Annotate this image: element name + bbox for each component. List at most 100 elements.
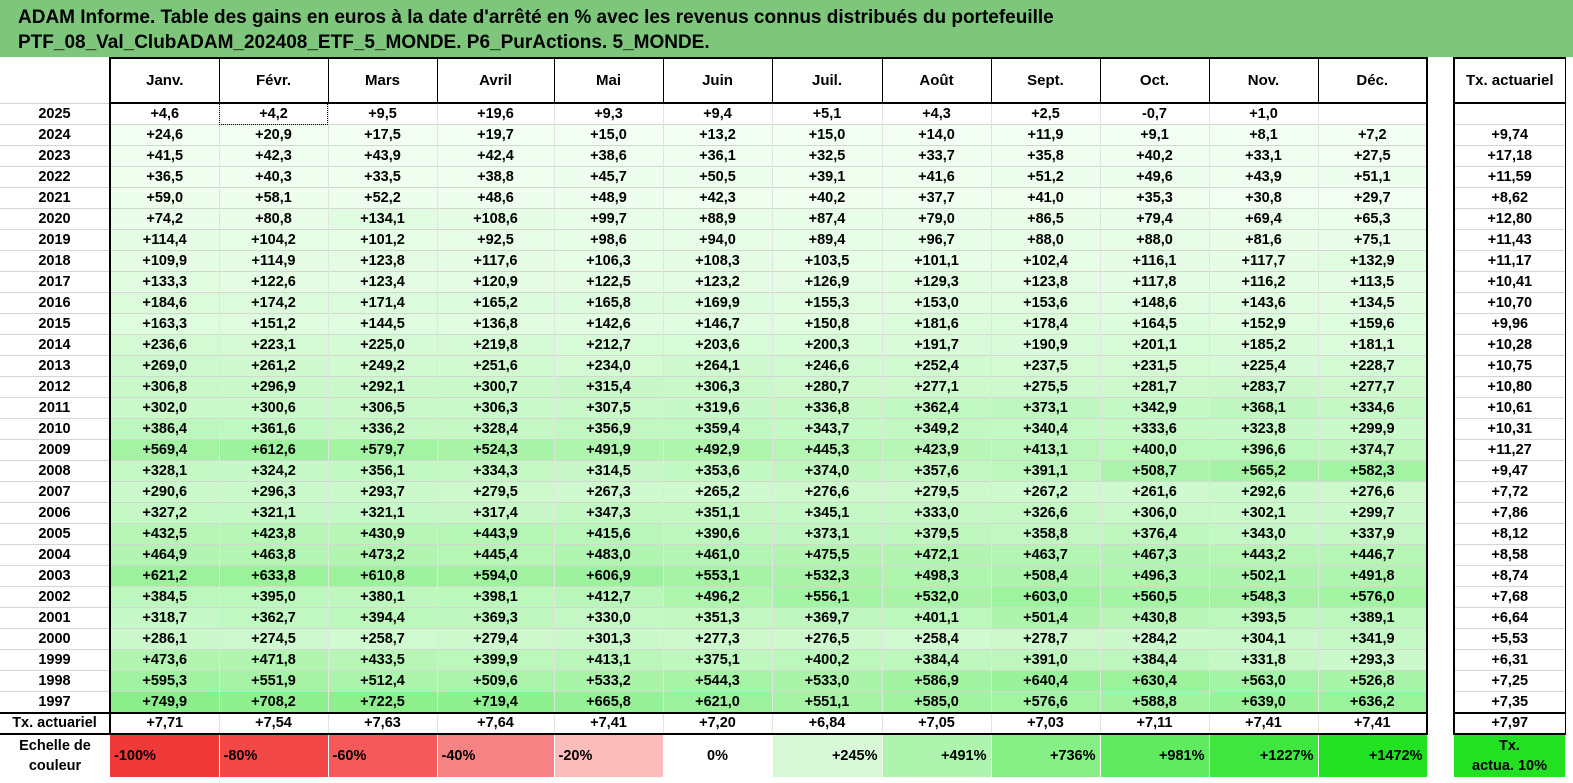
gain-cell: +274,5	[219, 628, 329, 650]
year-label: 2020	[0, 208, 111, 230]
tx-month-cell: +7,41	[1318, 712, 1428, 735]
gain-cell: +109,9	[110, 250, 220, 272]
gain-cell: +323,8	[1209, 418, 1319, 440]
gain-cell: +126,9	[772, 271, 883, 293]
gain-cell: +595,3	[110, 670, 220, 692]
gain-cell: +553,1	[663, 565, 773, 587]
gain-cell: +117,8	[1100, 271, 1210, 293]
year-label: 2013	[0, 355, 111, 377]
gain-cell: +15,0	[554, 124, 664, 146]
gain-cell: +17,5	[328, 124, 438, 146]
gain-cell: +621,2	[110, 565, 220, 587]
year-row: 2001 +318,7 +362,7 +394,4 +369,3 +330,0 +351,3…	[0, 607, 1428, 629]
gain-cell: +749,9	[110, 691, 220, 713]
gain-cell: +415,6	[554, 523, 664, 545]
gain-cell: +430,8	[1100, 607, 1210, 629]
gain-cell: +708,2	[219, 691, 329, 713]
gain-cell: +317,4	[437, 502, 555, 524]
gain-cell: +203,6	[663, 334, 773, 356]
month-header: Mai	[554, 57, 664, 104]
month-header: Juin	[663, 57, 773, 104]
gain-cell: +400,2	[772, 649, 883, 671]
gain-cell: +103,5	[772, 250, 883, 272]
year-row: 2005 +432,5 +423,8 +430,9 +443,9 +415,6 +390,6…	[0, 523, 1428, 545]
gain-cell: +9,4	[663, 102, 773, 125]
gain-cell: +582,3	[1318, 460, 1428, 482]
tx-month-cell: +7,63	[328, 712, 438, 735]
gains-table: Janv. Févr. Mars Avril Mai Juin Juil. Août Sept.…	[0, 57, 1428, 777]
gain-cell: +267,3	[554, 481, 664, 503]
gain-cell: +334,3	[437, 460, 555, 482]
color-scale-swatch: +736%	[991, 734, 1101, 777]
gain-cell: +356,9	[554, 418, 664, 440]
tx-actuariel-cell: +7,68	[1453, 586, 1566, 608]
tx-actuariel-cell: +10,41	[1453, 271, 1566, 293]
gain-cell: +356,1	[328, 460, 438, 482]
gain-cell: +38,8	[437, 166, 555, 188]
gain-cell: +8,1	[1209, 124, 1319, 146]
gain-cell: +89,4	[772, 229, 883, 251]
gain-cell: +277,1	[882, 376, 992, 398]
gain-cell: -0,7	[1100, 102, 1210, 125]
year-label: 2017	[0, 271, 111, 293]
gain-cell: +276,6	[1318, 481, 1428, 503]
gain-cell: +165,8	[554, 292, 664, 314]
year-row: 2011 +302,0 +300,6 +306,5 +306,3 +307,5 +319,6…	[0, 397, 1428, 419]
tx-month-cell: +7,41	[1209, 712, 1319, 735]
tx-month-cell: +7,05	[882, 712, 992, 735]
gain-cell: +337,9	[1318, 523, 1428, 545]
gain-cell: +33,5	[328, 166, 438, 188]
gain-cell: +276,6	[772, 481, 883, 503]
gain-cell: +19,7	[437, 124, 555, 146]
gain-cell: +98,6	[554, 229, 664, 251]
year-label: 2006	[0, 502, 111, 524]
gain-cell: +113,5	[1318, 271, 1428, 293]
tx-month-cell: +7,11	[1100, 712, 1210, 735]
gain-cell: +483,0	[554, 544, 664, 566]
gain-cell: +330,0	[554, 607, 664, 629]
gain-cell: +336,8	[772, 397, 883, 419]
report-title-line1: ADAM Informe. Table des gains en euros à…	[18, 7, 1054, 28]
gain-cell: +79,4	[1100, 208, 1210, 230]
gain-cell: +300,6	[219, 397, 329, 419]
gain-cell: +27,5	[1318, 145, 1428, 167]
gain-cell: +120,9	[437, 271, 555, 293]
gain-cell: +318,7	[110, 607, 220, 629]
month-header: Oct.	[1100, 57, 1210, 104]
gain-cell: +101,2	[328, 229, 438, 251]
gain-cell: +155,3	[772, 292, 883, 314]
gain-cell: +358,8	[991, 523, 1101, 545]
gain-cell: +548,3	[1209, 586, 1319, 608]
tx-actuariel-cell: +8,62	[1453, 187, 1566, 209]
gain-cell: +114,9	[219, 250, 329, 272]
gain-cell: +362,4	[882, 397, 992, 419]
gain-cell: +463,7	[991, 544, 1101, 566]
color-scale-swatch: -60%	[328, 734, 438, 777]
gain-cell: +299,7	[1318, 502, 1428, 524]
gain-cell: +59,0	[110, 187, 220, 209]
tx-actuariel-cell: +8,12	[1453, 523, 1566, 545]
gain-cell: +445,4	[437, 544, 555, 566]
gain-cell: +258,4	[882, 628, 992, 650]
gain-cell: +304,1	[1209, 628, 1319, 650]
gain-cell: +532,0	[882, 586, 992, 608]
gain-cell: +265,2	[663, 481, 773, 503]
gain-cell: +319,6	[663, 397, 773, 419]
gain-cell: +165,2	[437, 292, 555, 314]
gain-cell: +108,3	[663, 250, 773, 272]
gain-cell: +134,1	[328, 208, 438, 230]
gain-cell: +181,6	[882, 313, 992, 335]
gain-cell: +269,0	[110, 355, 220, 377]
gain-cell: +129,3	[882, 271, 992, 293]
gain-cell: +588,8	[1100, 691, 1210, 713]
gain-cell: +526,8	[1318, 670, 1428, 692]
gain-cell: +35,8	[991, 145, 1101, 167]
year-row: 2002 +384,5 +395,0 +380,1 +398,1 +412,7 +496,2…	[0, 586, 1428, 608]
gain-cell: +43,9	[328, 145, 438, 167]
month-header: Mars	[328, 57, 438, 104]
gain-cell: +200,3	[772, 334, 883, 356]
gain-cell: +153,6	[991, 292, 1101, 314]
year-row: 2006 +327,2 +321,1 +321,1 +317,4 +347,3 +351,1…	[0, 502, 1428, 524]
gain-cell: +99,7	[554, 208, 664, 230]
tx-actuariel-cell: +8,58	[1453, 544, 1566, 566]
